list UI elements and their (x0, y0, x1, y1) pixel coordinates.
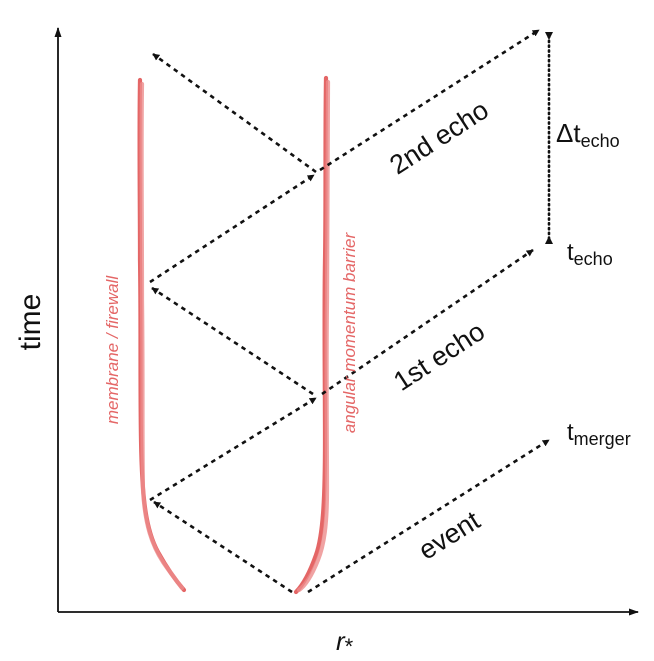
ray-event-out (307, 438, 550, 594)
delta-t-echo-label: Δtecho (556, 118, 620, 151)
ray-reflect-2-in (152, 52, 317, 174)
ray-1st-echo-out (321, 248, 534, 396)
angular-momentum-barrier-curve (293, 75, 329, 595)
ray-reflect-1-in (151, 286, 314, 396)
delta-symbol: Δ (556, 118, 573, 148)
ray-2nd-echo-out (319, 28, 540, 172)
delta-t-echo-bottom-cap (545, 236, 553, 244)
ray-bounce-2-out (149, 173, 315, 284)
x-axis-label-sub: * (345, 634, 354, 659)
y-axis-label: time (14, 294, 47, 351)
ray-bounce-1-out (149, 396, 317, 502)
angular-momentum-barrier-label: angular momentum barrier (340, 232, 359, 434)
angular-momentum-barrier-curve-texture (296, 79, 331, 593)
second-echo-label: 2nd echo (384, 95, 494, 181)
delta-t-sub: echo (581, 131, 620, 151)
t-echo-sub: echo (574, 249, 613, 269)
membrane-firewall-label: membrane / firewall (103, 275, 122, 425)
delta-t-echo-top-cap (545, 32, 553, 40)
ray-event-in (153, 500, 293, 594)
delta-t-base: t (573, 118, 581, 148)
x-axis-label-base: r (336, 626, 346, 656)
membrane-firewall-curve-texture (139, 81, 185, 591)
x-axis-label: r* (336, 626, 354, 659)
t-echo-base: t (567, 239, 574, 266)
t-merger-base: t (567, 419, 574, 446)
t-echo-label: techo (567, 239, 613, 269)
event-label: event (413, 505, 485, 566)
t-merger-sub: merger (574, 429, 631, 449)
first-echo-label: 1st echo (388, 316, 490, 397)
t-merger-label: tmerger (567, 419, 631, 449)
